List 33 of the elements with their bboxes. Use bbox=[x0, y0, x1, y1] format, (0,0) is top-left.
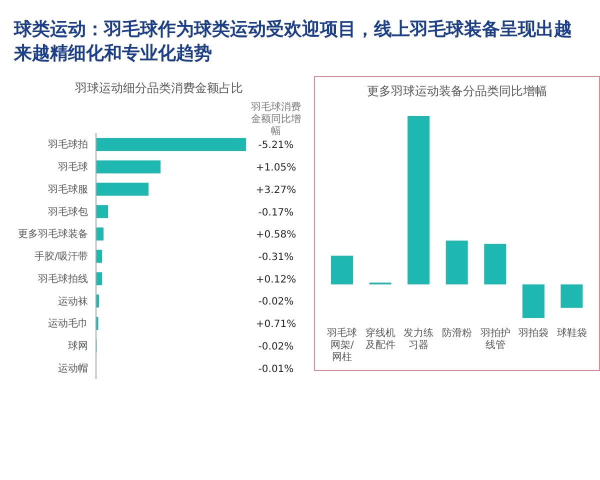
x-tick-label: 发力练习器 bbox=[404, 327, 434, 351]
text: -0.17% bbox=[258, 207, 294, 218]
y-tick-label: 运动毛巾 bbox=[48, 318, 88, 330]
x-tick-label: 球鞋袋 bbox=[556, 327, 587, 339]
y-tick-label: 羽毛球包 bbox=[48, 206, 88, 218]
text: -0.31% bbox=[258, 252, 294, 263]
text: -0.01% bbox=[258, 364, 294, 375]
chart-subtitle: 羽球运动细分品类消费金额占比 bbox=[74, 80, 244, 97]
chart-title: 更多羽球运动装备分品类同比增幅 bbox=[366, 83, 548, 100]
x-tick-label: 羽拍袋 bbox=[518, 327, 549, 339]
y-tick-label: 羽毛球拍线 bbox=[38, 272, 88, 285]
y-tick-label: 运动帽 bbox=[58, 362, 88, 374]
y-tick-label: 更多羽毛球装备 bbox=[18, 228, 88, 240]
text: -0.02% bbox=[258, 341, 294, 352]
x-tick-label: 羽毛球网架/网柱 bbox=[327, 327, 358, 363]
y-tick-label: 球网 bbox=[68, 340, 88, 352]
text: +0.12% bbox=[256, 274, 296, 286]
text: -5.21% bbox=[258, 140, 294, 152]
y-tick-label: 羽毛球 bbox=[58, 161, 88, 174]
y-tick-label: 羽毛球服 bbox=[48, 183, 88, 196]
y-tick-label: 羽毛球拍 bbox=[48, 138, 88, 151]
text: 羽毛球消费金额同比增幅 bbox=[250, 102, 302, 138]
text: +0.71% bbox=[256, 319, 296, 330]
x-tick-label: 防滑粉 bbox=[442, 327, 472, 339]
x-tick-label: 穿线机及配件 bbox=[365, 327, 396, 351]
text: +1.05% bbox=[256, 162, 296, 174]
text: +3.27% bbox=[256, 184, 296, 196]
text: 球类运动：羽毛球作为球类运动受欢迎项目，线上羽毛球装备呈现出越来越精细化和专业化趋势 bbox=[14, 18, 573, 66]
text: +0.58% bbox=[256, 230, 296, 241]
y-tick-label: 运动袜 bbox=[58, 295, 88, 308]
y-tick-label: 手胶/吸汗带 bbox=[34, 250, 88, 263]
text: -0.02% bbox=[258, 296, 294, 308]
x-tick-label: 羽拍护线管 bbox=[480, 327, 510, 351]
